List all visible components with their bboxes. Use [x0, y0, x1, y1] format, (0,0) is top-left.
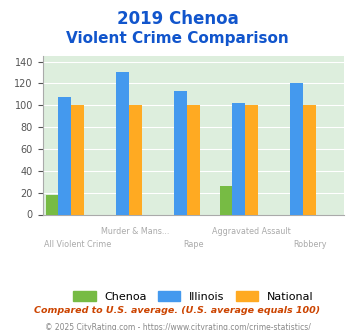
- Bar: [45, 195, 58, 214]
- Text: All Violent Crime: All Violent Crime: [44, 240, 111, 249]
- Bar: [71, 105, 84, 214]
- Text: Aggravated Assault: Aggravated Assault: [212, 227, 291, 236]
- Bar: [116, 73, 129, 214]
- Bar: [129, 105, 142, 214]
- Bar: [303, 105, 316, 214]
- Legend: Chenoa, Illinois, National: Chenoa, Illinois, National: [69, 286, 318, 306]
- Bar: [174, 91, 187, 214]
- Bar: [290, 83, 303, 214]
- Text: © 2025 CityRating.com - https://www.cityrating.com/crime-statistics/: © 2025 CityRating.com - https://www.city…: [45, 323, 310, 330]
- Bar: [245, 105, 258, 214]
- Bar: [187, 105, 200, 214]
- Bar: [233, 103, 245, 214]
- Text: Rape: Rape: [183, 240, 204, 249]
- Bar: [58, 96, 71, 214]
- Text: 2019 Chenoa: 2019 Chenoa: [117, 10, 238, 28]
- Text: Violent Crime Comparison: Violent Crime Comparison: [66, 31, 289, 46]
- Text: Compared to U.S. average. (U.S. average equals 100): Compared to U.S. average. (U.S. average …: [34, 306, 321, 315]
- Bar: [220, 186, 233, 214]
- Text: Robbery: Robbery: [293, 240, 326, 249]
- Text: Murder & Mans...: Murder & Mans...: [101, 227, 170, 236]
